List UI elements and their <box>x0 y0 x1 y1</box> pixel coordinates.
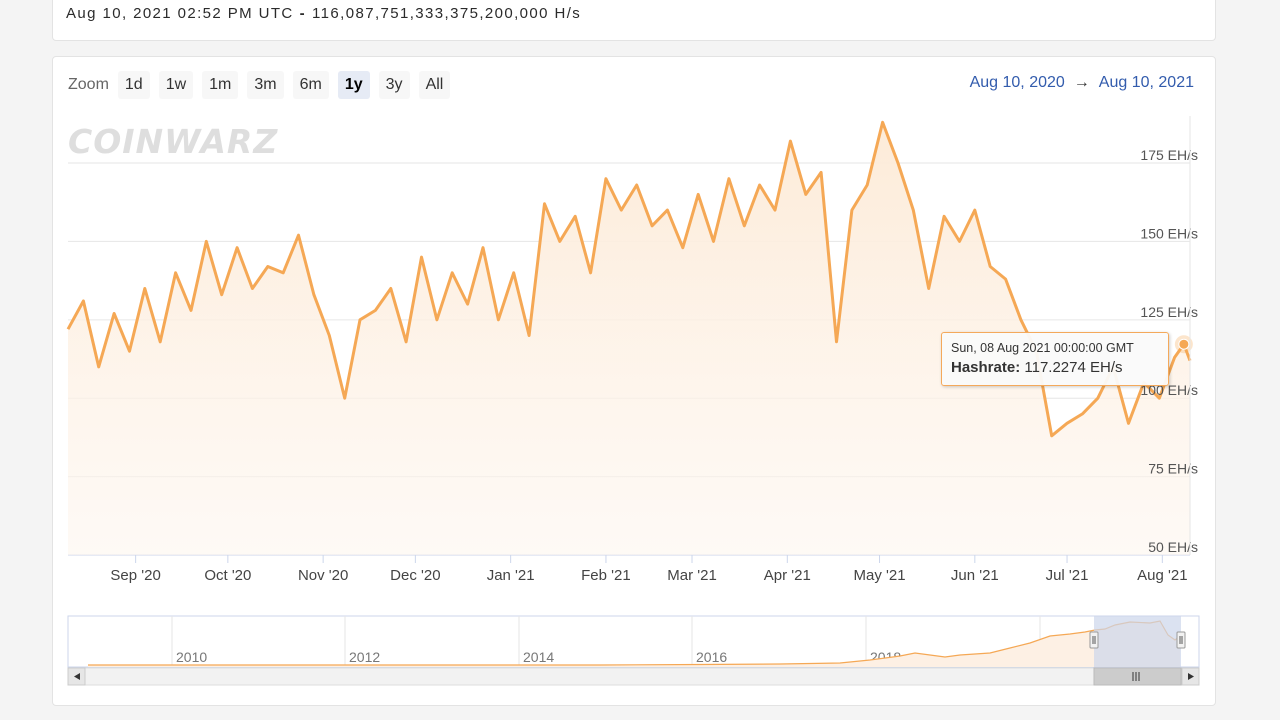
hover-point <box>1178 338 1190 350</box>
x-tick-label: Jul '21 <box>1046 567 1089 584</box>
tooltip-number: 117.2274 EH/s <box>1024 359 1123 376</box>
current-hashrate-value: 116,087,751,333,375,200,000 H/s <box>312 5 582 22</box>
navigator-year-label: 2010 <box>176 649 207 665</box>
zoom-button-1m[interactable]: 1m <box>202 71 239 99</box>
hashrate-series-line <box>66 120 1192 438</box>
x-tick-label: Sep '20 <box>110 567 160 584</box>
zoom-button-1y[interactable]: 1y <box>337 71 370 99</box>
date-range-display: Aug 10, 2020 → Aug 10, 2021 <box>970 74 1194 92</box>
navigator-right-handle[interactable] <box>1176 631 1186 649</box>
x-tick-label: Mar '21 <box>667 567 717 584</box>
zoom-label: Zoom <box>68 76 109 93</box>
y-axis-labels: 50 EH/s 75 EH/s 100 EH/s 125 EH/s 150 EH/s 17… <box>1140 147 1198 555</box>
scrollbar-track[interactable] <box>67 667 1200 686</box>
y-tick-label: 100 EH/s <box>1140 382 1198 398</box>
navigator-year-label: 2016 <box>696 649 727 665</box>
zoom-button-1w[interactable]: 1w <box>158 71 194 99</box>
zoom-toolbar: Zoom 1d 1w 1m 3m 6m 1y 3y All <box>68 70 459 100</box>
y-tick-label: 75 EH/s <box>1148 461 1198 477</box>
range-to[interactable]: Aug 10, 2021 <box>1098 74 1194 91</box>
x-tick-label: Feb '21 <box>581 567 631 584</box>
range-from[interactable]: Aug 10, 2020 <box>969 74 1065 91</box>
x-axis-labels: Sep '20 Oct '20 Nov '20 Dec '20 Jan '21 Feb '… <box>110 555 1188 584</box>
coinwarz-watermark-logo: COINWARZ <box>68 122 278 161</box>
zoom-button-1d[interactable]: 1d <box>117 71 150 99</box>
scroll-left-arrow-icon <box>74 673 80 680</box>
y-tick-label: 125 EH/s <box>1140 304 1198 320</box>
tooltip-label: Hashrate: <box>951 359 1021 376</box>
x-tick-label: Jun '21 <box>951 567 999 584</box>
zoom-button-3m[interactable]: 3m <box>247 71 284 99</box>
current-hashrate-line: Aug 10, 2021 02:52 PM UTC -116,087,751,33… <box>66 5 581 22</box>
zoom-button-3y[interactable]: 3y <box>378 71 410 99</box>
navigator-selection[interactable] <box>1094 616 1181 667</box>
x-tick-label: Aug '21 <box>1137 567 1187 584</box>
x-tick-label: Nov '20 <box>298 567 348 584</box>
separator: - <box>299 5 307 22</box>
scrollbar-thumb[interactable] <box>1093 667 1182 686</box>
x-tick-label: Apr '21 <box>764 567 811 584</box>
tooltip-date: Sun, 08 Aug 2021 00:00:00 GMT <box>951 341 1134 355</box>
x-tick-label: Jan '21 <box>487 567 535 584</box>
zoom-button-all[interactable]: All <box>418 71 451 99</box>
timestamp: Aug 10, 2021 02:52 PM UTC <box>66 5 294 22</box>
scrollbar-right-button[interactable] <box>1181 667 1200 686</box>
hashrate-area-fill <box>68 122 1190 556</box>
navigator-year-label: 2014 <box>523 649 554 665</box>
x-tick-label: Oct '20 <box>204 567 251 584</box>
navigator-year-label: 2012 <box>349 649 380 665</box>
hover-point-marker <box>1174 335 1193 354</box>
navigator-left-handle[interactable] <box>1089 631 1099 649</box>
y-tick-label: 150 EH/s <box>1140 225 1198 241</box>
zoom-button-6m[interactable]: 6m <box>292 71 329 99</box>
y-tick-label: 175 EH/s <box>1140 147 1198 163</box>
x-tick-label: May '21 <box>853 567 905 584</box>
navigator[interactable]: 201020122014201620182020 <box>67 615 1200 686</box>
range-arrow: → <box>1073 74 1090 91</box>
navigator-series-area <box>88 621 1180 667</box>
scrollbar-left-button[interactable] <box>67 667 86 686</box>
scroll-right-arrow-icon <box>1188 673 1194 680</box>
y-tick-label: 50 EH/s <box>1148 539 1198 555</box>
chart-tooltip: Sun, 08 Aug 2021 00:00:00 GMT Hashrate: … <box>941 332 1169 386</box>
current-hashrate-card: Aug 10, 2021 02:52 PM UTC -116,087,751,33… <box>52 0 1216 41</box>
tooltip-value: Hashrate: 117.2274 EH/s <box>951 359 1159 376</box>
x-tick-label: Dec '20 <box>390 567 440 584</box>
